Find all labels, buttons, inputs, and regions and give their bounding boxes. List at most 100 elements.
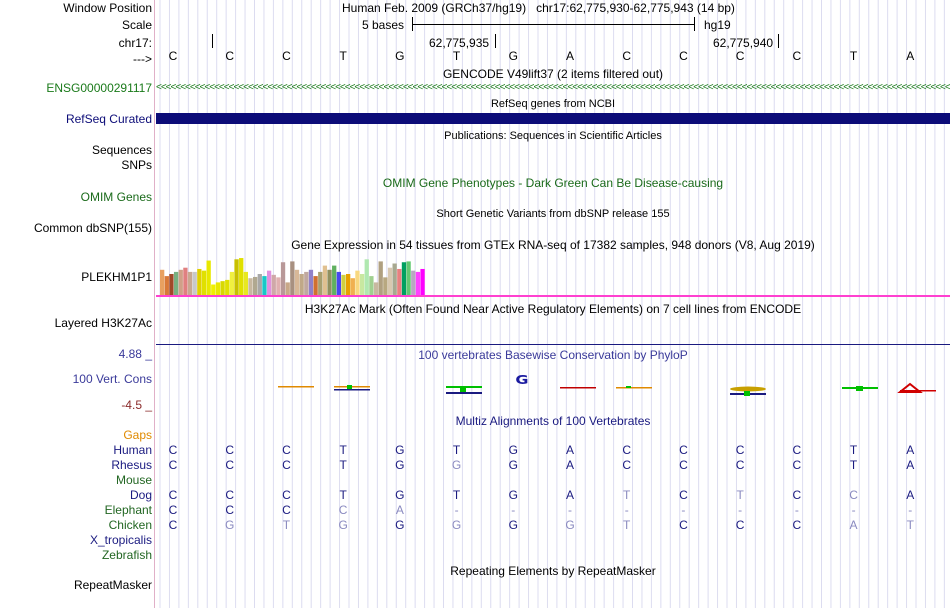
alignment-base: C — [735, 518, 745, 532]
species-label[interactable]: X_tropicalis — [89, 533, 152, 547]
pubs-track-title[interactable]: Publications: Sequences in Scientific Ar… — [444, 130, 662, 142]
cons-max-label: 4.88 _ — [118, 347, 152, 361]
alignment-base: C — [282, 503, 291, 517]
gtex-bar — [290, 261, 295, 295]
gtex-bar — [318, 271, 323, 295]
gtex-bar — [160, 269, 165, 295]
alignment-base: - — [454, 503, 459, 517]
alignment-base: C — [679, 488, 688, 502]
gtex-bar — [336, 271, 341, 295]
gtex-bar — [392, 263, 397, 295]
species-label[interactable]: Rhesus — [111, 458, 152, 472]
strand-label: ---> — [133, 52, 152, 66]
species-label[interactable]: Mouse — [115, 473, 152, 487]
base-letter: A — [906, 49, 915, 63]
omim-track-title[interactable]: OMIM Gene Phenotypes - Dark Green Can Be… — [382, 176, 724, 190]
alignment-base: C — [282, 443, 291, 457]
gtex-bar — [197, 268, 202, 295]
alignment-base: T — [339, 488, 347, 502]
omim-track-label[interactable]: OMIM Genes — [80, 190, 152, 204]
base-letter: C — [735, 49, 745, 63]
gtex-expression-bars[interactable] — [156, 253, 950, 297]
phylop-logo[interactable]: G — [156, 368, 950, 400]
alignment-base: A — [906, 458, 915, 472]
base-letter: C — [792, 49, 802, 63]
assembly-position: Human Feb. 2009 (GRCh37/hg19) chr17:62,7… — [342, 1, 735, 15]
gtex-bar — [271, 274, 276, 295]
dbsnp-track-label[interactable]: Common dbSNP(155) — [33, 221, 152, 235]
refseq-track-title[interactable]: RefSeq genes from NCBI — [490, 98, 616, 110]
ruler-tick — [495, 34, 496, 48]
chrom-label: chr17: — [118, 36, 152, 50]
alignment-base: G — [508, 443, 518, 457]
multiz-track-title[interactable]: Multiz Alignments of 100 Vertebrates — [455, 414, 651, 428]
species-label[interactable]: Gaps — [123, 428, 152, 442]
gtex-bar — [266, 270, 272, 295]
dbsnp-track-title[interactable]: Short Genetic Variants from dbSNP releas… — [436, 208, 670, 220]
gtex-bar — [397, 268, 402, 295]
cons-track-label[interactable]: 100 Vert. Cons — [72, 372, 152, 386]
species-label[interactable]: Zebrafish — [101, 548, 152, 562]
alignment-base: T — [282, 518, 291, 532]
gtex-bar — [173, 271, 179, 295]
alignment-base: - — [908, 503, 913, 517]
ruler-pos1: 62,775,935 — [429, 36, 490, 50]
alignment-base: C — [849, 488, 858, 502]
cons-mark — [616, 387, 652, 389]
gtex-bar — [220, 281, 225, 295]
gtex-bar — [359, 274, 365, 295]
alignment-base: C — [225, 488, 235, 502]
gencode-track-label[interactable]: ENSG00000291117 — [46, 81, 152, 95]
cons-mark — [900, 390, 936, 392]
species-label[interactable]: Chicken — [108, 518, 152, 532]
repeat-track-label[interactable]: RepeatMasker — [73, 578, 152, 592]
gtex-track-title[interactable]: Gene Expression in 54 tissues from GTEx … — [291, 238, 815, 252]
gtex-bar — [401, 262, 407, 295]
gtex-bar — [280, 262, 286, 295]
gencode-track-title[interactable]: GENCODE V49lift37 (2 items filtered out) — [442, 67, 664, 81]
species-label[interactable]: Elephant — [104, 503, 152, 517]
gencode-feature[interactable]: <<<<<<<<<<<<<<<<<<<<<<<<<<<<<<<<<<<<<<<<… — [156, 82, 950, 93]
gtex-bar — [420, 268, 425, 295]
base-letter: C — [282, 49, 291, 63]
track-border — [154, 0, 155, 608]
alignment-base: C — [225, 458, 235, 472]
sequences-track-label[interactable]: Sequences — [91, 143, 152, 157]
alignment-base: A — [906, 443, 915, 457]
base-letter: G — [508, 49, 518, 63]
gtex-bar — [406, 261, 411, 295]
alignment-base: C — [168, 503, 178, 517]
alignment-base: G — [451, 458, 462, 472]
base-letter: T — [849, 49, 858, 63]
gtex-bar — [164, 276, 169, 295]
base-letter: C — [225, 49, 235, 63]
gtex-bar — [225, 279, 230, 295]
alignment-base: C — [282, 458, 291, 472]
refseq-feature[interactable] — [156, 113, 950, 124]
refseq-track-label[interactable]: RefSeq Curated — [65, 112, 152, 126]
h3k27ac-track-label[interactable]: Layered H3K27Ac — [54, 316, 152, 330]
snps-track-label[interactable]: SNPs — [121, 158, 152, 172]
gtex-bar — [308, 269, 314, 295]
gtex-track-label[interactable]: PLEKHM1P1 — [81, 270, 152, 284]
gtex-bar — [313, 276, 318, 295]
gtex-bar — [299, 274, 304, 295]
alignment-base: C — [622, 443, 632, 457]
window-position-label: Window Position — [63, 1, 152, 15]
alignment-base: G — [565, 518, 575, 532]
cons-mark — [856, 386, 863, 391]
alignment-base: - — [568, 503, 572, 517]
alignment-base: C — [282, 488, 291, 502]
species-label[interactable]: Human — [113, 443, 152, 457]
alignment-base: C — [792, 443, 802, 457]
base-letter: C — [622, 49, 632, 63]
alignment-base: T — [339, 458, 347, 472]
alignment-base: A — [906, 488, 915, 502]
cons-track-title[interactable]: 100 vertebrates Basewise Conservation by… — [418, 348, 688, 362]
h3k27ac-track-title[interactable]: H3K27Ac Mark (Often Found Near Active Re… — [304, 302, 802, 316]
repeat-track-title[interactable]: Repeating Elements by RepeatMasker — [450, 564, 656, 578]
species-label[interactable]: Dog — [129, 488, 152, 502]
gtex-bar — [229, 271, 235, 295]
alignment-base: T — [452, 443, 461, 457]
base-grid — [159, 0, 945, 608]
